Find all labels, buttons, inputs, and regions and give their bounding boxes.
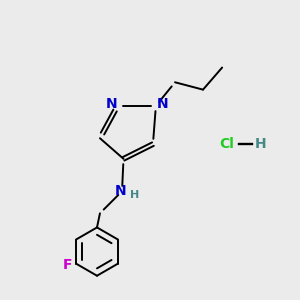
Text: N: N (157, 98, 168, 111)
Text: H: H (130, 190, 139, 200)
Text: Cl: Cl (219, 137, 234, 151)
Text: N: N (115, 184, 126, 198)
Text: N: N (105, 98, 117, 111)
Text: F: F (63, 258, 73, 272)
Text: H: H (255, 137, 266, 151)
